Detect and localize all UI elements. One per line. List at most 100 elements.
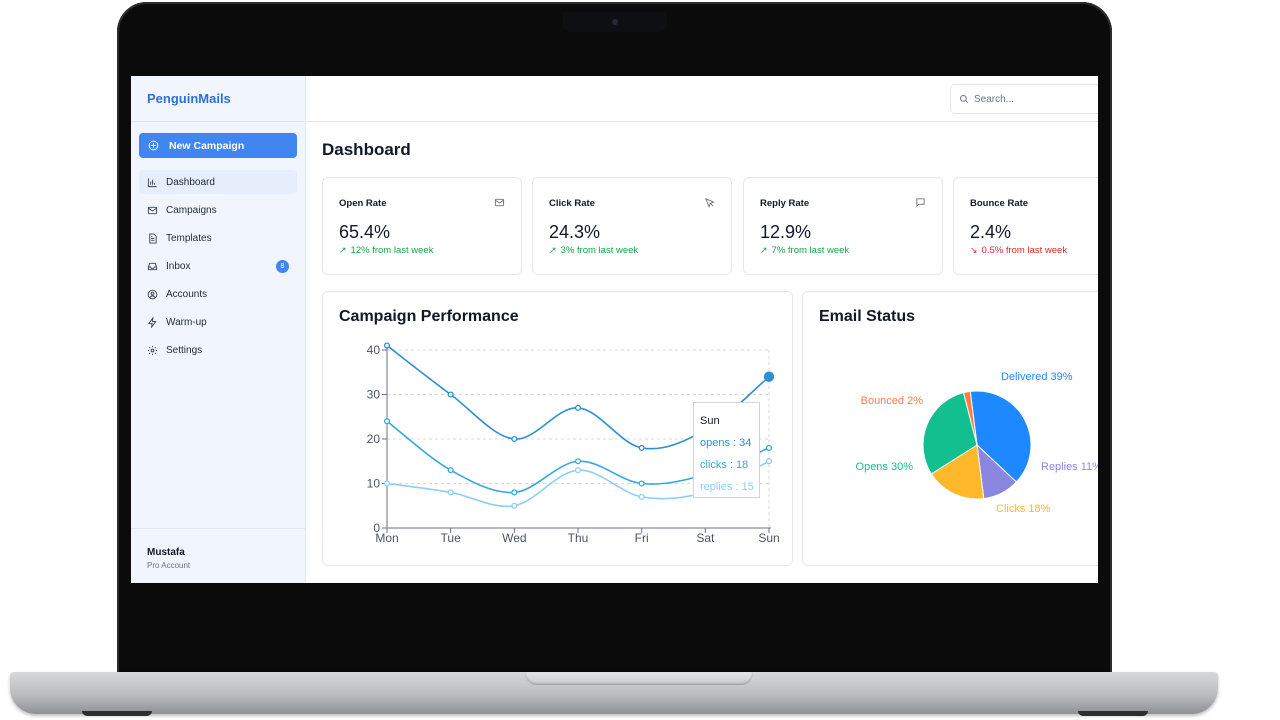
arrow-down-right-icon: ↘ [970, 245, 978, 255]
sidebar-item-label: Warm-up [166, 316, 207, 328]
data-point-opens [763, 371, 775, 382]
stat-card-reply-rate[interactable]: Reply Rate 12.9% ↗ 7% from last week [743, 177, 943, 275]
inbox-icon [147, 262, 158, 270]
sidebar-item-label: Campaigns [166, 204, 217, 216]
new-campaign-label: New Campaign [169, 139, 245, 152]
stat-title: Bounce Rate [970, 198, 1029, 209]
sidebar-nav: Dashboard Campaigns Templates Inbox 8 Ac… [139, 170, 297, 366]
data-point-clicks [383, 418, 391, 425]
data-point-clicks [511, 489, 518, 496]
user-plan: Pro Account [147, 561, 191, 570]
mail-icon [147, 206, 158, 214]
data-point-replies [638, 493, 645, 500]
user-circle-icon [147, 289, 158, 299]
panel-title: Email Status [819, 308, 916, 325]
sidebar-item-campaigns[interactable]: Campaigns [139, 198, 297, 222]
data-point-opens [574, 404, 582, 411]
sidebar-item-templates[interactable]: Templates [139, 226, 297, 250]
data-point-opens [447, 391, 454, 398]
data-point-replies [511, 502, 518, 509]
stat-title: Click Rate [549, 198, 595, 209]
tooltip-clicks: clicks : 18 [700, 459, 749, 471]
data-point-replies [574, 467, 582, 474]
y-tick-label: 20 [367, 432, 381, 446]
stat-delta: ↗ 12% from last week [339, 245, 433, 256]
sidebar-item-settings[interactable]: Settings [139, 338, 297, 362]
search-input[interactable]: Search... [950, 84, 1098, 114]
tooltip-replies: replies : 15 [700, 481, 754, 493]
x-tick-label: Sat [696, 531, 715, 545]
pie-slice [930, 444, 985, 500]
stat-delta-text: 0.5% from last week [981, 245, 1068, 256]
laptop-opening-notch [525, 672, 753, 685]
sidebar-item-accounts[interactable]: Accounts [139, 282, 297, 306]
pie-label: Bounced 2% [861, 395, 924, 407]
data-point-replies [765, 458, 773, 465]
sidebar-item-label: Dashboard [166, 176, 215, 188]
laptop-foot-right [1078, 711, 1148, 716]
new-campaign-button[interactable]: New Campaign [139, 133, 297, 158]
data-point-replies [447, 489, 454, 496]
inbox-count-badge: 8 [276, 260, 289, 273]
stat-delta-text: 12% from last week [350, 245, 434, 256]
pie-chart: Delivered 39% Replies 11% Clicks 18% Opens … [856, 371, 1098, 515]
stat-delta: ↗ 3% from last week [549, 245, 638, 256]
stat-delta: ↘ 0.5% from last week [970, 245, 1067, 256]
x-tick-label: Wed [502, 531, 526, 545]
stat-title: Open Rate [339, 198, 387, 209]
sidebar-item-inbox[interactable]: Inbox 8 [139, 254, 297, 278]
laptop-foot-left [82, 711, 152, 716]
stat-card-bounce-rate[interactable]: Bounce Rate 2.4% ↘ 0.5% from last week [953, 177, 1098, 275]
brand-logo[interactable]: PenguinMails [147, 91, 231, 106]
panel-title: Campaign Performance [339, 308, 519, 325]
mail-icon [494, 198, 505, 207]
sidebar-item-label: Settings [166, 344, 203, 356]
pie-slice [962, 390, 978, 446]
tooltip-category: Sun [700, 415, 720, 427]
tooltip-opens: opens : 34 [700, 437, 752, 449]
sidebar-item-label: Templates [166, 232, 212, 244]
x-tick-label: Tue [441, 531, 462, 545]
sidebar-item-warm-up[interactable]: Warm-up [139, 310, 297, 334]
top-bar: Search... [306, 76, 1098, 122]
pie-label: Opens 30% [856, 461, 914, 473]
pie-slice [969, 390, 1032, 483]
y-tick-label: 0 [373, 521, 380, 535]
stat-value: 12.9% [760, 222, 812, 242]
settings-icon [147, 345, 158, 355]
bar-chart-icon [147, 177, 157, 187]
stat-delta: ↗ 7% from last week [760, 245, 849, 256]
x-tick-label: Mon [375, 531, 398, 545]
stat-card-open-rate[interactable]: Open Rate 65.4% ↗ 12% from last week [322, 177, 522, 275]
zap-icon [147, 316, 157, 328]
y-tick-label: 40 [367, 343, 381, 357]
y-tick-label: 10 [367, 477, 381, 491]
plus-circle-icon [148, 140, 159, 151]
stat-value: 2.4% [970, 222, 1012, 242]
stat-delta-text: 3% from last week [560, 245, 639, 256]
sidebar-item-dashboard[interactable]: Dashboard [139, 170, 297, 194]
stat-card-click-rate[interactable]: Click Rate 24.3% ↗ 3% from last week [532, 177, 732, 275]
stat-delta-text: 7% from last week [771, 245, 850, 256]
x-tick-label: Sun [758, 531, 779, 545]
sidebar: PenguinMails New Campaign Dashboard Camp… [131, 76, 306, 583]
stat-title: Reply Rate [760, 198, 810, 209]
sidebar-item-label: Inbox [166, 260, 191, 272]
data-point-replies [383, 480, 391, 487]
search-icon [959, 94, 969, 104]
search-placeholder: Search... [974, 93, 1015, 105]
data-point-clicks [638, 480, 645, 487]
data-point-opens [511, 435, 518, 443]
pie-label: Replies 11% [1041, 461, 1098, 473]
data-point-clicks [447, 467, 454, 474]
file-text-icon [149, 232, 157, 244]
sidebar-divider [131, 528, 305, 529]
x-tick-label: Thu [568, 531, 589, 545]
page-title: Dashboard [322, 140, 411, 159]
stat-value: 24.3% [549, 222, 601, 242]
sidebar-item-label: Accounts [166, 288, 208, 300]
user-name[interactable]: Mustafa [147, 547, 185, 558]
app-screen: PenguinMails New Campaign Dashboard Camp… [131, 76, 1098, 583]
arrow-up-right-icon: ↗ [339, 245, 347, 255]
arrow-up-right-icon: ↗ [549, 245, 557, 255]
